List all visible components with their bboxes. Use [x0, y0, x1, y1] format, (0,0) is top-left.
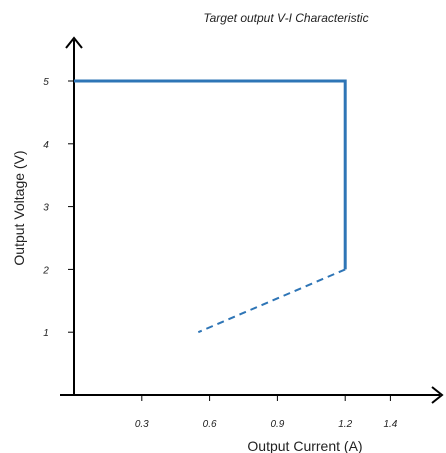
x-tick-label: 0.6	[203, 419, 217, 430]
y-tick-label: 3	[43, 203, 49, 214]
x-axis-arrow	[431, 386, 444, 404]
x-axis-label: Output Current (A)	[247, 438, 362, 453]
y-tick-label: 1	[43, 328, 49, 339]
y-axis-arrow	[65, 36, 83, 49]
series-group	[74, 79, 347, 334]
x-tick-label: 0.9	[270, 419, 284, 430]
axis-ticks: 0.3 0.6 0.9 1.2 1.4 1 2 3 4 5	[42, 77, 398, 430]
y-axis-label: Output Voltage (V)	[11, 150, 27, 265]
chart-title: Target output V-I Characteristic	[203, 11, 368, 25]
x-tick-label: 1.4	[383, 419, 397, 430]
y-tick-label: 4	[43, 140, 49, 151]
y-tick-label: 2	[42, 265, 49, 276]
x-tick-label: 0.3	[135, 419, 149, 430]
x-tick-label: 1.2	[338, 419, 352, 430]
y-tick-label: 5	[43, 77, 49, 88]
cv-cc-solid-line	[74, 79, 347, 270]
foldback-dashed-line	[197, 268, 346, 334]
